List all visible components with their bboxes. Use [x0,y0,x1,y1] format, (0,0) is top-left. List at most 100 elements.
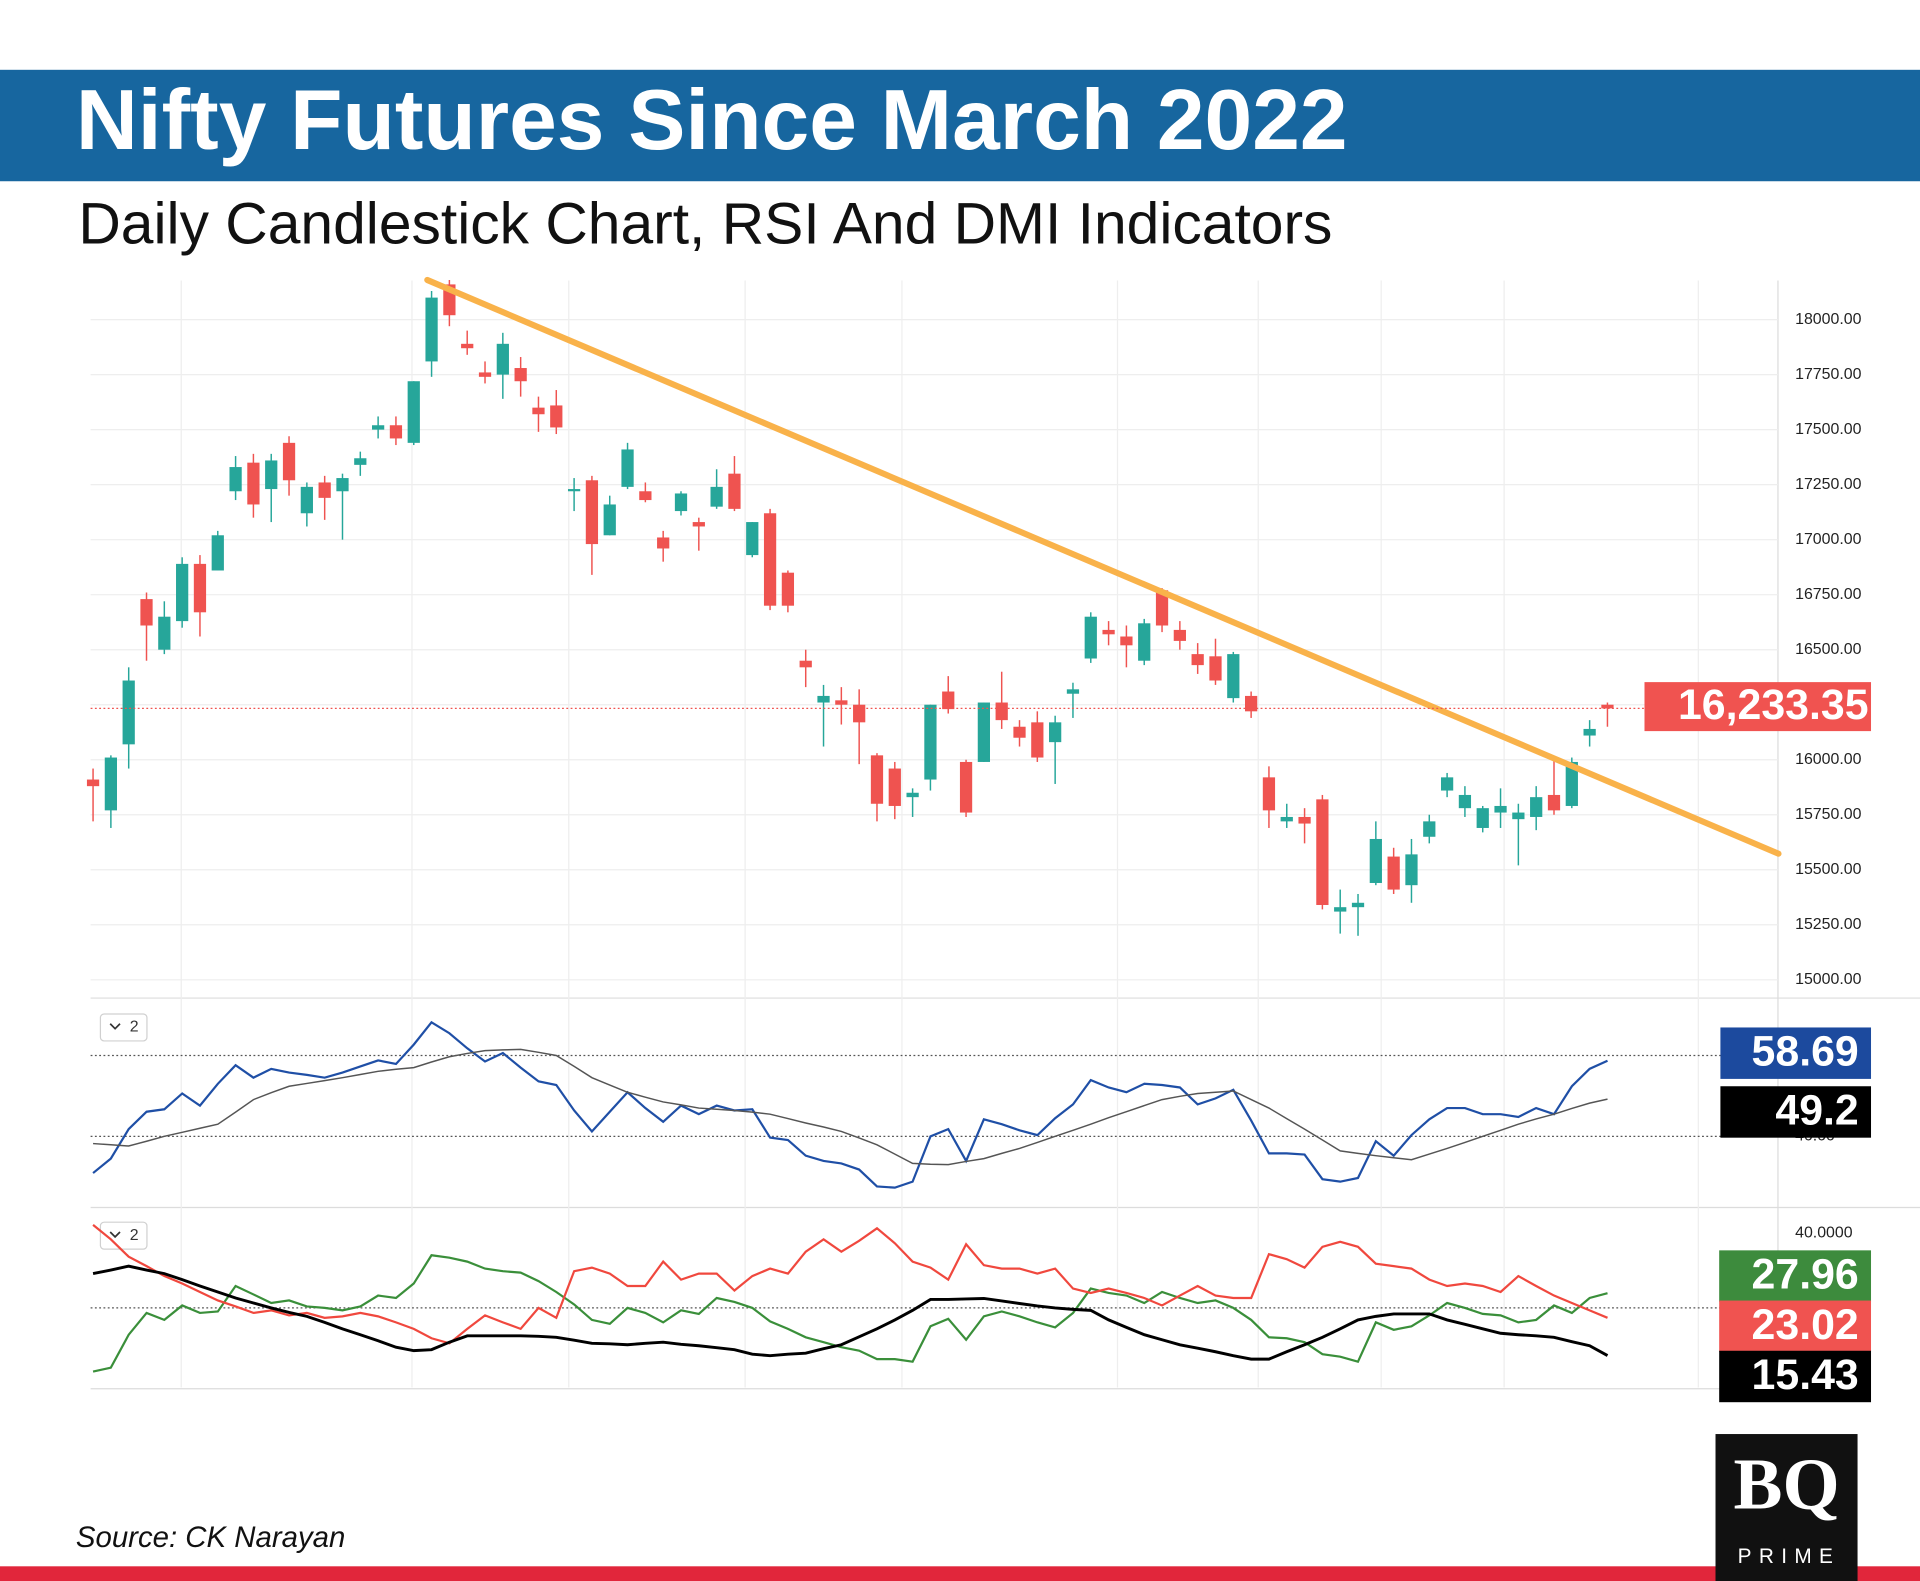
candle-body [657,537,670,549]
chevron-icon [109,1231,121,1239]
candle-body [888,768,901,806]
candle-body [1227,654,1240,699]
y-tick-label: 17000.00 [1795,531,1861,548]
candle-body [1066,689,1080,694]
candle-body [1369,838,1382,883]
candle-body [1155,590,1169,626]
candle-body [621,449,634,487]
candle-body [710,486,723,507]
candle-body [1245,695,1258,712]
candle-body [247,462,260,505]
candle-body [1565,761,1578,806]
candle-body [1601,704,1614,709]
value-box [1719,1250,1872,1302]
indicator-line [92,1020,1608,1189]
candle-body [389,425,403,439]
y-tick-label: 15000.00 [1795,971,1861,988]
candle-body [229,467,242,492]
candle-body [193,563,207,613]
candle-body [372,425,385,430]
candle-body [1120,636,1133,646]
candle-body [265,460,278,490]
candle-body [1298,816,1311,824]
candle-body [318,482,331,498]
logo-name: PRIME [1738,1545,1841,1568]
candle-body [1387,856,1400,890]
candle-body [354,458,367,465]
candle-body [1173,629,1186,641]
candle-body [692,522,705,527]
candle-body [122,680,135,745]
candle-body [1191,654,1204,666]
candle-body [496,343,509,375]
candle-body [1138,623,1151,661]
candle-body [461,343,474,349]
last-price-box [1644,682,1872,732]
candle-body [995,702,1008,721]
value-label: 15.43 [1752,1351,1859,1399]
y-tick-label: 15500.00 [1795,861,1861,878]
y-tick-label: 15750.00 [1795,806,1861,823]
candle-body [282,442,296,481]
y-tick-label: 40.0000 [1795,1225,1853,1242]
candle-body [550,405,563,428]
candle-body [407,381,420,443]
candle-body [336,478,349,492]
candle-body [728,473,741,509]
candle-body [1351,902,1365,908]
y-tick-label: 16000.00 [1795,751,1861,768]
candle-body [1262,777,1276,811]
candle-body [1440,777,1454,791]
candle-body [567,489,581,492]
candle-body [158,616,171,650]
last-price-label: 16,233.35 [1678,681,1869,729]
candle-body [104,757,117,811]
title: Nifty Futures Since March 2022 [76,72,1348,168]
candle-body [1084,616,1097,659]
y-tick-label: 15250.00 [1795,916,1861,933]
candle-body [478,372,492,377]
candle-body [763,513,777,606]
pane-badge-label: 2 [130,1019,139,1036]
plot-area: 15000.00 15250.00 15500.00 15750.00 16000.00… [86,276,1920,1403]
candle-body [1102,629,1115,635]
candle-body [425,297,438,362]
candle-body [211,535,224,571]
candle-body [1476,808,1489,828]
candle-body [870,755,884,804]
indicator-line [92,1264,1609,1361]
candle-body [906,792,919,798]
candle-body [835,700,848,705]
y-tick-label: 18000.00 [1795,311,1861,328]
trendline [424,276,1782,857]
y-tick-label: 16500.00 [1795,641,1861,658]
candle-body [924,704,937,780]
pane-badge-label: 2 [130,1227,139,1244]
candle-body [176,563,189,622]
y-tick-label: 17250.00 [1795,476,1861,493]
candle-body [639,491,652,501]
indicator-line [92,1254,1608,1373]
candle-body [942,691,955,710]
candle-body [585,480,599,545]
pane-badge [99,1221,148,1250]
candle-body [1209,656,1222,681]
candle-body [1405,854,1418,886]
pane-badge [99,1013,148,1042]
candle-body [674,493,688,512]
candle-body [532,407,545,415]
candle-body [1031,722,1044,758]
candle-body [1316,799,1329,905]
candle-body [959,761,973,813]
y-tick-label: 17750.00 [1795,366,1861,383]
value-box [1719,1350,1872,1403]
candle-body [977,702,990,762]
candle-body [1583,728,1596,736]
candle-body [1458,794,1472,809]
y-tick-label: 17500.00 [1795,421,1861,438]
value-box [1720,1086,1872,1138]
candle-body [140,599,153,626]
candle-body [781,572,795,606]
